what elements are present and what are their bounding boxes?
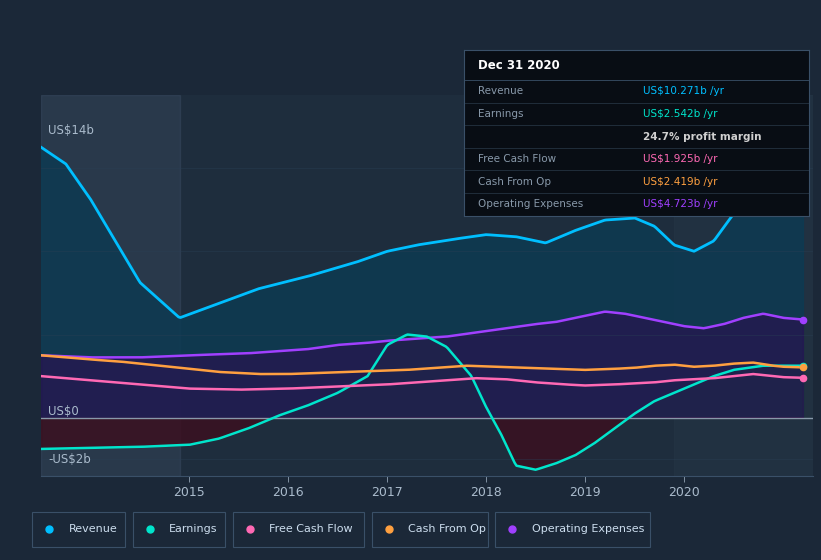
Text: -US$2b: -US$2b [48,453,91,466]
Text: US$4.723b /yr: US$4.723b /yr [643,199,718,209]
Text: Free Cash Flow: Free Cash Flow [478,154,556,164]
Text: Operating Expenses: Operating Expenses [478,199,583,209]
Text: Earnings: Earnings [169,524,218,534]
Text: Revenue: Revenue [69,524,117,534]
Text: Operating Expenses: Operating Expenses [532,524,644,534]
Text: Free Cash Flow: Free Cash Flow [269,524,353,534]
Text: US$2.542b /yr: US$2.542b /yr [643,109,718,119]
Text: US$10.271b /yr: US$10.271b /yr [643,86,724,96]
Text: Cash From Op: Cash From Op [478,177,551,186]
Bar [41,95,180,476]
Text: Revenue: Revenue [478,86,523,96]
Text: 24.7% profit margin: 24.7% profit margin [643,132,762,142]
Text: US$14b: US$14b [48,124,94,137]
Text: US$0: US$0 [48,405,79,418]
Text: Earnings: Earnings [478,109,523,119]
Text: Cash From Op: Cash From Op [408,524,486,534]
Text: US$1.925b /yr: US$1.925b /yr [643,154,718,164]
Text: US$2.419b /yr: US$2.419b /yr [643,177,718,186]
Text: Dec 31 2020: Dec 31 2020 [478,59,559,72]
Bar [674,95,813,476]
